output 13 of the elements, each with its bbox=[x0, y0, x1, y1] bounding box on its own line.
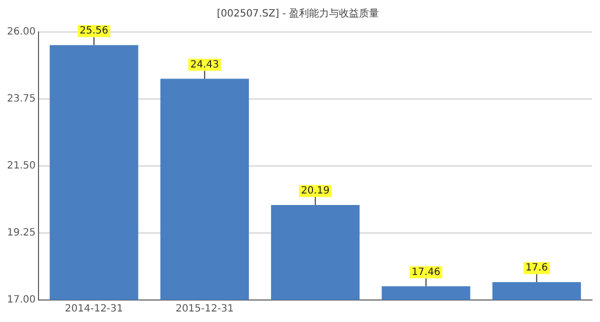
y-tick-label: 17.00 bbox=[6, 294, 36, 306]
data-label: 20.19 bbox=[300, 186, 330, 197]
y-tick-label: 19.25 bbox=[6, 228, 36, 239]
y-tick-label: 23.75 bbox=[6, 94, 36, 105]
y-tick-label: 21.50 bbox=[6, 160, 36, 172]
data-label: 25.56 bbox=[80, 26, 108, 37]
data-label: 17.46 bbox=[412, 266, 440, 278]
data-label: 24.43 bbox=[190, 59, 219, 70]
y-tick-label: 26.00 bbox=[6, 26, 36, 38]
chart-title: [002507.SZ] - 盈利能力与收益质量 bbox=[216, 8, 380, 20]
x-tick-label: 2015-12-31 bbox=[176, 304, 234, 315]
data-label: 17.6 bbox=[526, 262, 548, 274]
x-tick-label: 2014-12-31 bbox=[64, 304, 124, 315]
